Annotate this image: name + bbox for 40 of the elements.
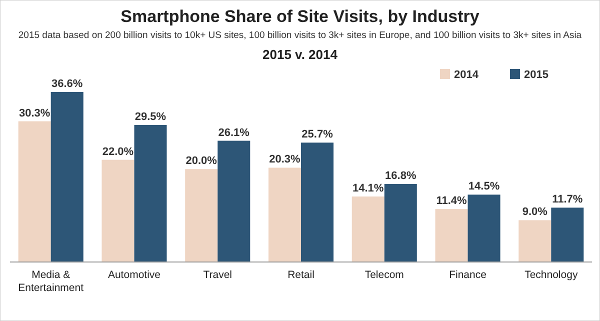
legend-label: 2015 xyxy=(524,69,548,81)
chart-title: Smartphone Share of Site Visits, by Industry xyxy=(120,7,480,26)
data-label: 11.4% xyxy=(436,195,468,208)
bar xyxy=(185,169,218,262)
bar xyxy=(218,140,250,262)
bar xyxy=(518,220,552,262)
data-label: 14.1% xyxy=(352,182,384,195)
bar xyxy=(352,196,384,262)
chart-subtitle: 2015 data based on 200 billion visits to 10k+ US sites, 100 billion visits to 3k+ sites in Europe, and 100 billion visits to 3k+ sites in Asia xyxy=(18,30,582,41)
x-tick-label: Travel xyxy=(203,269,232,281)
data-label: 36.6% xyxy=(52,78,83,90)
x-tick-label: Media & Entertainment xyxy=(18,269,84,294)
data-label: 9.0% xyxy=(522,206,548,218)
data-label: 14.5% xyxy=(468,180,500,193)
bar xyxy=(384,184,417,262)
bar xyxy=(551,208,584,262)
data-label: 22.0% xyxy=(102,146,134,158)
data-label: 20.3% xyxy=(269,154,301,166)
bar xyxy=(468,194,500,262)
data-label: 26.1% xyxy=(218,126,250,139)
data-label: 11.7% xyxy=(552,194,583,206)
x-tick-label: Retail xyxy=(288,269,314,281)
data-label: 25.7% xyxy=(302,128,334,141)
data-label: 20.0% xyxy=(186,155,218,168)
bar xyxy=(435,209,468,262)
text: 2015 v. 2014 xyxy=(262,47,338,62)
bar xyxy=(301,142,334,262)
x-tick-label: Telecom xyxy=(364,269,404,281)
x-tick-label: Finance xyxy=(449,269,487,281)
x-tick-label: Automotive xyxy=(108,269,161,281)
bar xyxy=(102,160,134,262)
x-tick-label: Technology xyxy=(524,269,578,281)
data-label: 16.8% xyxy=(385,170,416,182)
bar xyxy=(268,168,301,262)
bar xyxy=(18,121,51,262)
legend-label: 2014 xyxy=(454,69,480,81)
data-label: 29.5% xyxy=(134,110,166,123)
data-label: 30.3% xyxy=(18,107,50,120)
bar xyxy=(134,124,167,262)
bar xyxy=(50,92,84,262)
